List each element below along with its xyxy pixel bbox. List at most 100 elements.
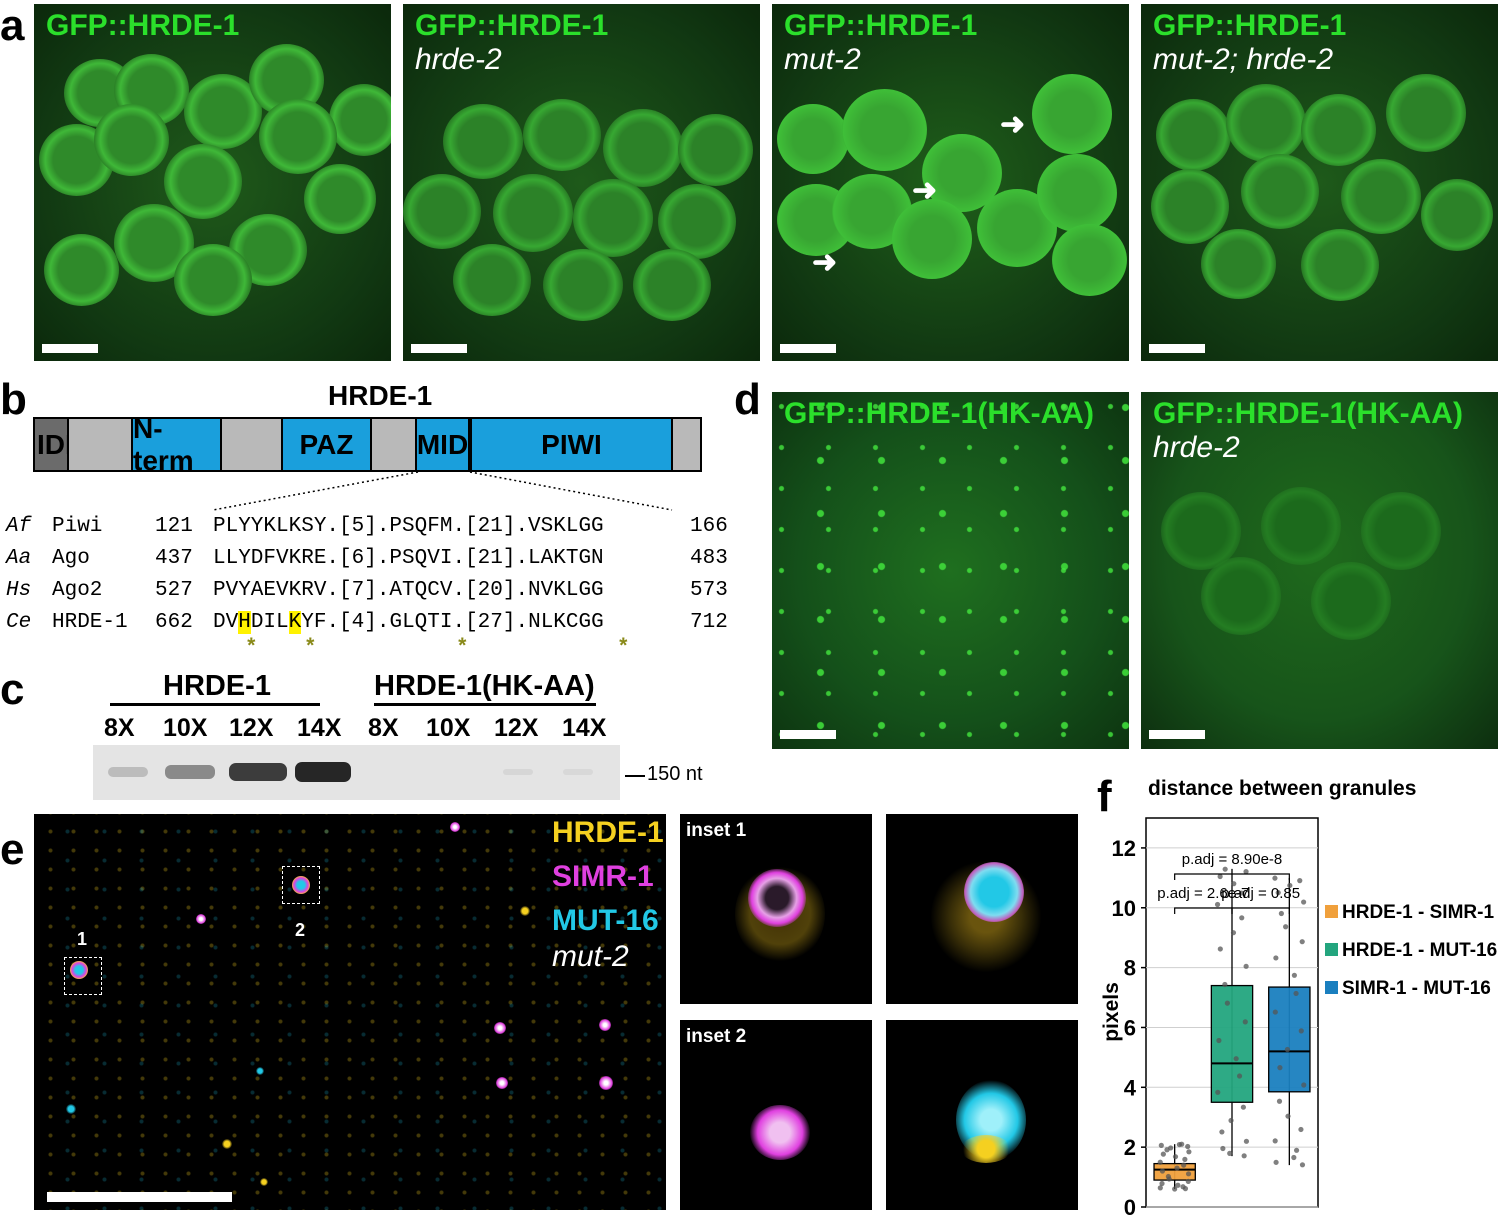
data-point (1233, 1056, 1239, 1062)
alignment-row: Aa (6, 548, 31, 569)
data-point (1238, 890, 1245, 896)
alignment-row: Af (6, 516, 31, 537)
box (1153, 1162, 1196, 1181)
data-point (1293, 990, 1299, 997)
y-tick-label: 12 (1112, 836, 1136, 861)
legend-swatch (1325, 981, 1338, 994)
sequence: PLYYKLKSY.[5].PSQFM.[21].VSKLGG (213, 515, 604, 538)
residue-end: 712 (690, 611, 728, 634)
gel-band (503, 769, 533, 775)
granule (961, 1135, 1011, 1163)
data-point (1243, 1138, 1250, 1144)
granule (70, 961, 88, 979)
nucleus (543, 249, 623, 321)
residue-end: 573 (690, 579, 728, 602)
data-point (1220, 1145, 1226, 1152)
nucleus (94, 104, 169, 176)
nucleus (892, 199, 972, 279)
granule (750, 1105, 810, 1160)
data-point (1272, 1138, 1278, 1144)
granule (196, 914, 206, 924)
gel-band (295, 762, 351, 782)
legend-swatch (1325, 905, 1338, 918)
data-point (1181, 1162, 1187, 1168)
nucleus (1156, 99, 1231, 171)
gel-band (165, 765, 215, 779)
residue-start: 662 (155, 611, 193, 634)
panel-letter-a: a (0, 1, 25, 50)
domain-label: IDR (37, 428, 67, 460)
scale-bar (411, 344, 467, 353)
data-point (1172, 1154, 1179, 1160)
inset-2-merge-mut16 (886, 1020, 1078, 1210)
arrow-icon: ➜ (1000, 108, 1026, 141)
data-point (1240, 1104, 1246, 1110)
data-point (1159, 1168, 1166, 1174)
nucleus (1386, 74, 1466, 152)
nucleus (1261, 487, 1341, 565)
nucleus (633, 249, 711, 321)
data-point (1299, 939, 1305, 945)
sequence: DVHDILKYF.[4].GLQTI.[27].NLKCGG (213, 611, 604, 634)
panel-letter-b: b (0, 375, 27, 424)
domain-linker (671, 417, 702, 472)
data-point (1277, 1065, 1283, 1071)
lane-label: 12X (494, 714, 539, 742)
nucleus (403, 174, 481, 249)
nucleus (1201, 557, 1281, 635)
data-point (1298, 1126, 1304, 1133)
data-point (1301, 1082, 1307, 1088)
boxplot-chart: distance between granules 0 2 4 6 8 10 12 pixels… (1100, 777, 1497, 1219)
data-point (1158, 1142, 1164, 1148)
data-point (1216, 1037, 1222, 1044)
sequence: LLYDFVKRE.[6].PSQVI.[21].LAKTGN (213, 547, 604, 570)
data-point (1236, 1073, 1243, 1079)
nucleus (174, 244, 252, 316)
micrograph-title: GFP::HRDE-1 (415, 9, 609, 42)
micrograph-title: GFP::HRDE-1 (1153, 9, 1347, 42)
nucleus (1032, 74, 1112, 154)
data-point (1276, 1098, 1283, 1104)
nucleus (164, 144, 242, 219)
micrograph-d2: GFP::HRDE-1(HK-AA) hrde-2 (1141, 392, 1498, 749)
micrograph-genotype: mut-2 (784, 43, 861, 76)
lane-label: 14X (562, 714, 607, 742)
nucleus (1311, 562, 1391, 640)
data-point (1157, 1159, 1163, 1165)
gel-group-label: HRDE-1(HK-AA) (374, 670, 595, 702)
scale-bar (1149, 344, 1205, 353)
data-point (1222, 866, 1228, 872)
y-tick-label: 2 (1124, 1135, 1136, 1160)
group-underline (374, 703, 596, 706)
lane-label: 10X (426, 714, 471, 742)
inset-label: inset 1 (686, 820, 747, 841)
inset-number-2: 2 (295, 920, 306, 940)
data-point (1227, 1150, 1233, 1156)
inset-1-merge-mut16 (886, 814, 1078, 1004)
inset-1-merge-simr1: inset 1 (680, 814, 872, 1004)
nucleus (1341, 159, 1421, 234)
p-value-label: p.adj = 8.90e-8 (1182, 851, 1283, 868)
species: Af (6, 515, 32, 538)
legend-label: HRDE-1 - SIMR-1 (1342, 902, 1494, 923)
lane-label: 8X (104, 714, 135, 742)
domain-linker (67, 417, 133, 472)
gel-band (108, 767, 148, 777)
nucleus (1161, 492, 1241, 570)
residue-start: 437 (155, 547, 193, 570)
micrograph-d1: GFP::HRDE-1(HK-AA) (772, 392, 1129, 749)
data-point (1215, 1089, 1221, 1095)
lane-label: 14X (297, 714, 342, 742)
species: Ce (6, 611, 32, 634)
inset-box-1 (64, 957, 102, 995)
speckle-pattern (34, 814, 666, 1210)
granule (964, 862, 1024, 922)
species: Aa (6, 547, 32, 570)
nucleus (1301, 94, 1376, 166)
data-point (1285, 1113, 1291, 1119)
granule (494, 1022, 506, 1034)
micrograph-a2: GFP::HRDE-1 hrde-2 (403, 4, 760, 361)
conserved-star: * (304, 637, 317, 660)
conserved-star: * (617, 637, 630, 660)
data-point (1272, 1009, 1278, 1015)
